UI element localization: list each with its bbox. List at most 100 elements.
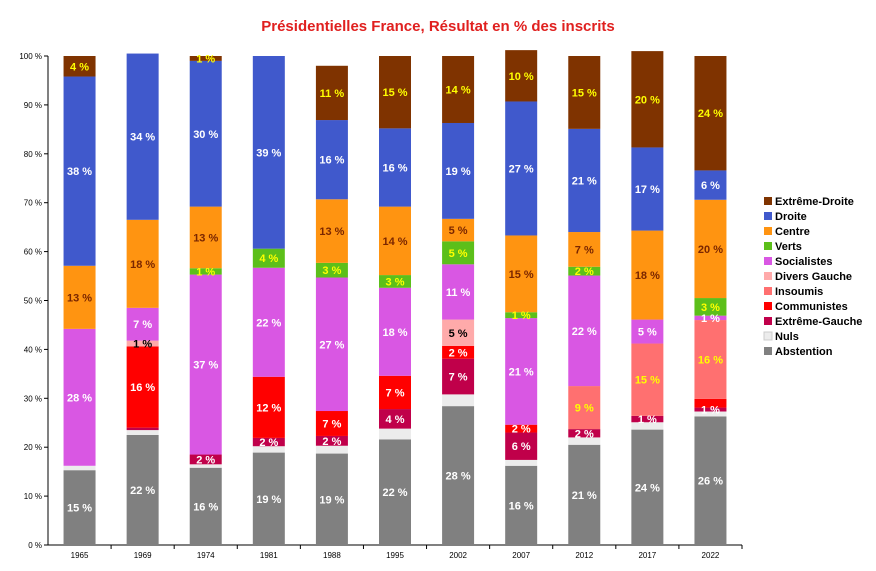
data-label: 7 % xyxy=(133,319,152,331)
legend-swatch xyxy=(764,347,772,355)
bar-segment xyxy=(189,454,222,465)
data-label: 39 % xyxy=(256,147,281,159)
y-tick-label: 10 % xyxy=(24,492,42,501)
data-label: 27 % xyxy=(319,339,344,351)
legend-swatch xyxy=(764,302,772,310)
data-label: 3 % xyxy=(386,276,405,288)
data-label: 30 % xyxy=(193,129,218,141)
data-label: 24 % xyxy=(698,108,723,120)
data-label: 4 % xyxy=(259,253,278,265)
data-label: 15 % xyxy=(382,87,407,99)
data-label: 11 % xyxy=(446,287,471,299)
data-label: 2 % xyxy=(512,424,531,436)
bar-segment xyxy=(379,375,411,410)
legend-entry: Extrême-Droite xyxy=(775,196,854,208)
data-label: 2 % xyxy=(196,454,215,466)
data-label: 28 % xyxy=(67,392,92,404)
bar-segment xyxy=(252,267,285,377)
bar-segment xyxy=(568,56,601,129)
bar-segment xyxy=(189,274,222,455)
data-label: 16 % xyxy=(382,162,407,174)
bar-segment xyxy=(631,230,664,320)
bar-segment xyxy=(63,265,96,329)
data-label: 10 % xyxy=(509,71,534,83)
legend: Extrême-Droite Droite Centre Verts Socialist… xyxy=(763,196,862,358)
x-tick-label: 1988 xyxy=(323,551,341,560)
bar-segment xyxy=(505,50,538,102)
y-tick-label: 40 % xyxy=(24,345,42,354)
data-label: 1 % xyxy=(701,313,720,325)
data-label: 5 % xyxy=(449,248,468,260)
bar-segment xyxy=(126,307,159,341)
x-tick-label: 2022 xyxy=(702,551,720,560)
bar-segment xyxy=(126,53,159,220)
bar-segment xyxy=(315,277,348,412)
data-label: 7 % xyxy=(449,372,468,384)
bar-segment xyxy=(315,411,348,436)
y-tick-label: 20 % xyxy=(24,443,42,452)
legend-entry: Extrême-Gauche xyxy=(775,316,862,328)
bar-segment xyxy=(315,120,348,200)
data-label: 22 % xyxy=(382,487,407,499)
legend-entry: Socialistes xyxy=(775,256,832,268)
x-tick-label: 1965 xyxy=(71,551,89,560)
bar-segment xyxy=(568,444,601,545)
y-tick-label: 100 % xyxy=(19,52,42,61)
bar-segment xyxy=(126,427,159,431)
bar-segment xyxy=(379,128,411,207)
bar-segment xyxy=(442,394,475,407)
data-label: 20 % xyxy=(635,94,660,106)
data-label: 2 % xyxy=(575,266,594,278)
bar-segment xyxy=(63,56,96,77)
legend-swatch xyxy=(764,257,772,265)
bar-segment xyxy=(694,411,727,417)
data-label: 28 % xyxy=(446,471,471,483)
bar-segment xyxy=(315,262,348,278)
y-tick-label: 90 % xyxy=(24,101,42,110)
bar-segment xyxy=(631,429,664,545)
bar-segment xyxy=(568,386,601,430)
x-tick-label: 1981 xyxy=(260,551,278,560)
bar-segment xyxy=(442,319,475,346)
bar-segment xyxy=(189,206,222,269)
bar-segment xyxy=(252,56,285,249)
data-label: 11 % xyxy=(320,88,345,100)
data-label: 5 % xyxy=(449,225,468,237)
data-label: 12 % xyxy=(256,402,281,414)
bar-segment xyxy=(442,218,475,242)
bar-segment xyxy=(568,437,601,445)
data-label: 1 % xyxy=(196,53,215,65)
legend-entry: Communistes xyxy=(775,301,848,313)
data-label: 6 % xyxy=(512,441,531,453)
bar-segment xyxy=(631,415,664,423)
data-label: 37 % xyxy=(193,360,218,372)
data-label: 18 % xyxy=(635,270,660,282)
bar-segment xyxy=(631,147,664,231)
legend-entry: Centre xyxy=(775,226,810,238)
legend-entry: Insoumis xyxy=(775,286,823,298)
data-label: 34 % xyxy=(130,132,155,144)
legend-swatch xyxy=(764,272,772,280)
data-label: 20 % xyxy=(698,244,723,256)
legend-swatch xyxy=(763,331,773,341)
data-label: 15 % xyxy=(509,269,534,281)
bar-segment xyxy=(189,56,222,61)
bar-segment xyxy=(505,432,538,460)
bar-segment xyxy=(505,318,538,425)
data-label: 6 % xyxy=(701,180,720,192)
y-tick-label: 80 % xyxy=(24,150,42,159)
bar-segment xyxy=(379,439,411,545)
legend-entry: Nuls xyxy=(775,331,799,343)
bar-segment xyxy=(315,453,348,545)
bar-segment xyxy=(505,465,538,545)
data-label: 3 % xyxy=(322,265,341,277)
bar-segment xyxy=(631,51,664,148)
bar-segment xyxy=(631,422,664,430)
legend-swatch xyxy=(764,287,772,295)
bar-segment xyxy=(568,128,601,233)
data-label: 2 % xyxy=(449,347,468,359)
data-label: 21 % xyxy=(572,175,597,187)
bar-segment xyxy=(505,235,538,313)
y-tick-label: 30 % xyxy=(24,394,42,403)
